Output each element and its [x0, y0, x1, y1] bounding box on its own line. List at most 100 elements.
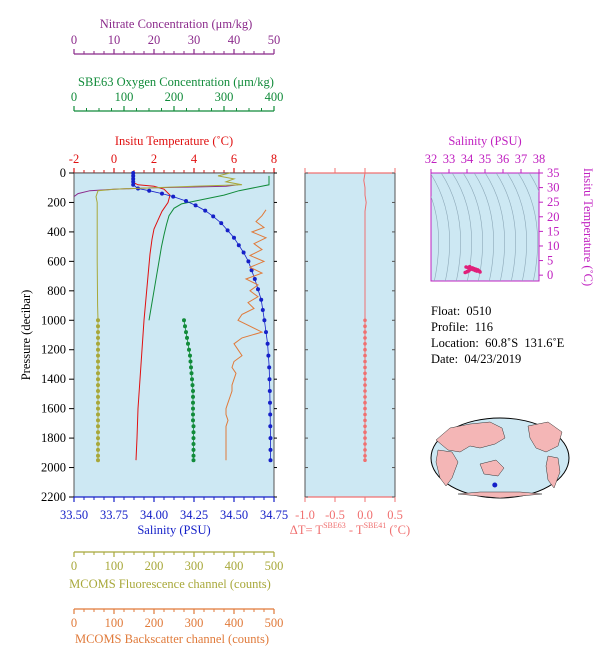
- delta-t-point: [363, 383, 367, 387]
- pressure-tick-label: 2000: [41, 461, 66, 475]
- nitrate-axis-tick-label: 0: [71, 33, 77, 47]
- ts-salinity-title: Salinity (PSU): [448, 134, 521, 148]
- fluorescence-axis-tick-label: 500: [265, 559, 284, 573]
- delta-t-x-tick-label: 0.0: [357, 508, 373, 522]
- ts-y-tick-label: 0: [547, 268, 553, 282]
- ts-temperature-axis-label: Insitu Temperature (˚C): [581, 168, 595, 286]
- pressure-tick-label: 1400: [41, 372, 66, 386]
- pressure-axis-label: Pressure (decibar): [19, 290, 33, 381]
- oxygen-axis-tick-label: 400: [265, 90, 284, 104]
- map-antarctica: [457, 491, 543, 499]
- oxygen-deep-point: [191, 436, 196, 441]
- fluorescence-point: [96, 447, 100, 452]
- fluorescence-point: [96, 365, 100, 370]
- ts-series-group: [463, 264, 482, 275]
- float-location-marker: [492, 482, 498, 488]
- backscatter-line: [225, 209, 268, 461]
- temperature-axis-tick-label: 8: [271, 152, 277, 166]
- ts-x-tick-label: 35: [479, 152, 492, 166]
- salinity-point: [267, 389, 272, 393]
- info-profile: Profile: 116: [431, 320, 493, 335]
- ts-density-contour: [440, 173, 461, 281]
- pressure-tick-label: 1600: [41, 402, 66, 416]
- nitrate-axis-label: Nitrate Concentration (μm/kg): [100, 17, 253, 31]
- ts-x-tick-label: 33: [443, 152, 456, 166]
- oxygen-deep-point: [191, 418, 195, 423]
- salinity-point: [268, 436, 273, 441]
- fluorescence-point: [96, 430, 100, 435]
- delta-t-point: [363, 436, 367, 440]
- ts-point: [475, 269, 479, 273]
- info-location: Location: 60.8˚S 131.6˚E: [431, 336, 564, 351]
- info-date: Date: 04/23/2019: [431, 352, 521, 367]
- salinity-axis-tick-label: 34.25: [180, 508, 208, 522]
- temperature-axis-tick-label: 0: [111, 152, 117, 166]
- pressure-tick-label: 0: [60, 166, 66, 180]
- backscatter-axis-tick-label: 200: [145, 616, 164, 630]
- salinity-point: [260, 308, 265, 312]
- oxygen-deep-point: [191, 412, 195, 417]
- salinity-point: [262, 318, 267, 323]
- delta-t-point: [363, 377, 367, 382]
- salinity-axis-tick-label: 34.00: [140, 508, 168, 522]
- oxygen-axis-tick-label: 300: [215, 90, 234, 104]
- main-series-group: [73, 171, 273, 463]
- backscatter-axis-tick-label: 0: [71, 616, 77, 630]
- fluorescence-point: [96, 406, 100, 411]
- fluorescence-point: [96, 324, 100, 329]
- salinity-axis: 33.50 33.75 34.00 34.25 34.50 34.75 Salinity …: [60, 496, 288, 537]
- fluorescence-point: [96, 458, 100, 463]
- ts-plot-area: [430, 172, 540, 282]
- fluorescence-point: [96, 383, 100, 388]
- backscatter-axis-tick-label: 400: [225, 616, 244, 630]
- fluorescence-point: [96, 394, 100, 399]
- temperature-line: [131, 174, 171, 461]
- delta-t-point: [363, 324, 367, 329]
- salinity-point: [225, 228, 230, 233]
- delta-t-point: [363, 318, 367, 323]
- info-date-label: Date:: [431, 352, 459, 366]
- info-float-label: Float:: [431, 304, 461, 318]
- nitrate-axis-tick-label: 20: [148, 33, 161, 47]
- delta-t-point: [363, 353, 367, 358]
- fluorescence-point: [96, 412, 100, 417]
- salinity-point: [252, 277, 257, 281]
- oxygen-deep-point: [191, 400, 195, 405]
- oxygen-deep-point: [187, 347, 191, 352]
- main-plot-area: [73, 172, 275, 498]
- delta-t-x-tick-label: -1.0: [295, 508, 315, 522]
- salinity-point: [193, 203, 198, 208]
- delta-t-axis: -1.0 -0.5 0.0 0.5: [295, 168, 403, 522]
- salinity-point: [249, 268, 254, 273]
- delta-t-point: [363, 365, 367, 370]
- oxygen-deep-point: [186, 341, 190, 346]
- delta-t-label-sup1: SBE63: [323, 521, 346, 530]
- delta-t-point: [363, 424, 367, 429]
- map-australia: [479, 459, 505, 477]
- info-profile-label: Profile:: [431, 320, 469, 334]
- backscatter-axis-tick-label: 100: [105, 616, 124, 630]
- salinity-point: [184, 199, 188, 203]
- ts-x-tick-label: 32: [425, 152, 438, 166]
- map-africa: [435, 449, 459, 487]
- nitrate-axis-tick-label: 50: [268, 33, 281, 47]
- salinity-point: [241, 250, 246, 255]
- delta-t-axis-label: ΔT= TSBE63 - TSBE41 (˚C): [290, 521, 410, 537]
- fluorescence-point: [96, 400, 100, 405]
- ts-x-tick-label: 38: [533, 152, 546, 166]
- delta-t-line: [363, 172, 367, 461]
- delta-t-point: [363, 371, 367, 376]
- delta-t-point: [363, 458, 367, 463]
- delta-t-label-sup2: SBE41: [364, 521, 387, 530]
- temperature-axis-label: Insitu Temperature (˚C): [115, 134, 233, 148]
- oxygen-axis-tick-label: 0: [71, 90, 77, 104]
- info-location-value: 60.8˚S 131.6˚E: [485, 336, 565, 350]
- pressure-tick-label: 800: [47, 284, 66, 298]
- delta-t-x-tick-label: -0.5: [325, 508, 345, 522]
- ts-density-contour: [431, 196, 439, 281]
- ts-density-contour: [495, 173, 516, 281]
- delta-t-point: [363, 347, 367, 352]
- salinity-point: [203, 208, 208, 213]
- temperature-axis-tick-label: 6: [231, 152, 237, 166]
